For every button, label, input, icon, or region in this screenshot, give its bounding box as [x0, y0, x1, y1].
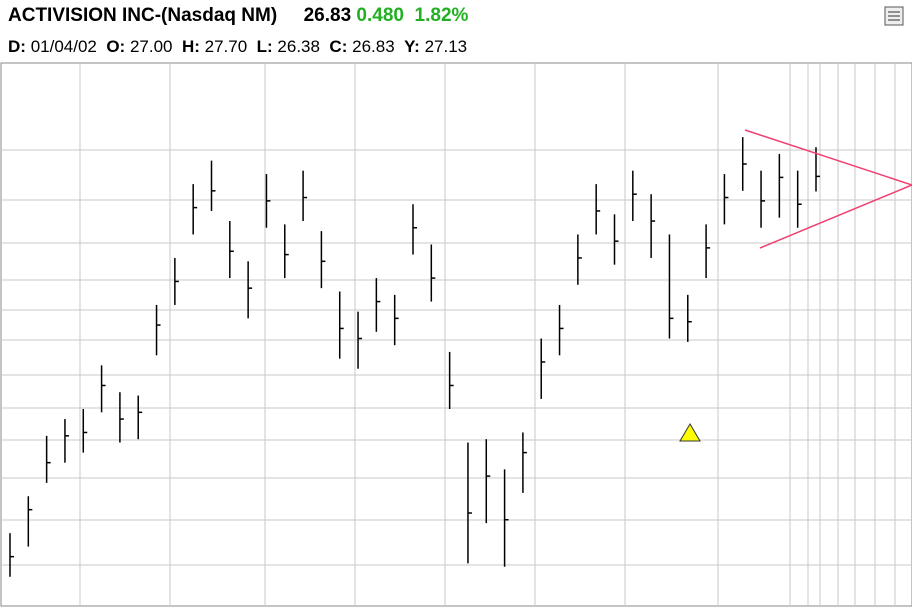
- plot-frame: [0, 62, 912, 607]
- field-label: D:: [8, 37, 26, 56]
- field-label: C:: [329, 37, 348, 56]
- field-value: 01/04/02: [30, 37, 97, 56]
- quote-header: ACTIVISION INC-(Nasdaq NM) 26.83 0.480 1…: [0, 0, 912, 62]
- ohlc-line: D: 01/04/02 O: 27.00 H: 27.70 L: 26.38 C…: [8, 37, 477, 57]
- field-value: 26.83: [352, 37, 395, 56]
- price-bars: [9, 137, 820, 577]
- field-value: 27.70: [204, 37, 248, 56]
- price-chart: [0, 62, 912, 607]
- menu-icon[interactable]: [884, 6, 906, 28]
- field-value: 27.00: [129, 37, 173, 56]
- triangle-pattern: [744, 129, 912, 249]
- field-label: L:: [256, 37, 273, 56]
- field-label: O:: [106, 37, 126, 56]
- field-label: Y:: [404, 37, 420, 56]
- change: 0.480: [356, 5, 404, 26]
- grid: [1, 63, 912, 606]
- security-name: ACTIVISION INC-(Nasdaq NM): [8, 5, 278, 26]
- signal-marker: [679, 423, 701, 442]
- change-pct: 1.82%: [414, 5, 469, 26]
- field-value: 27.13: [424, 37, 468, 56]
- field-label: H:: [181, 37, 200, 56]
- field-value: 26.38: [277, 37, 320, 56]
- last-price: 26.83: [303, 5, 352, 26]
- quote-line: ACTIVISION INC-(Nasdaq NM) 26.83 0.480 1…: [8, 5, 468, 27]
